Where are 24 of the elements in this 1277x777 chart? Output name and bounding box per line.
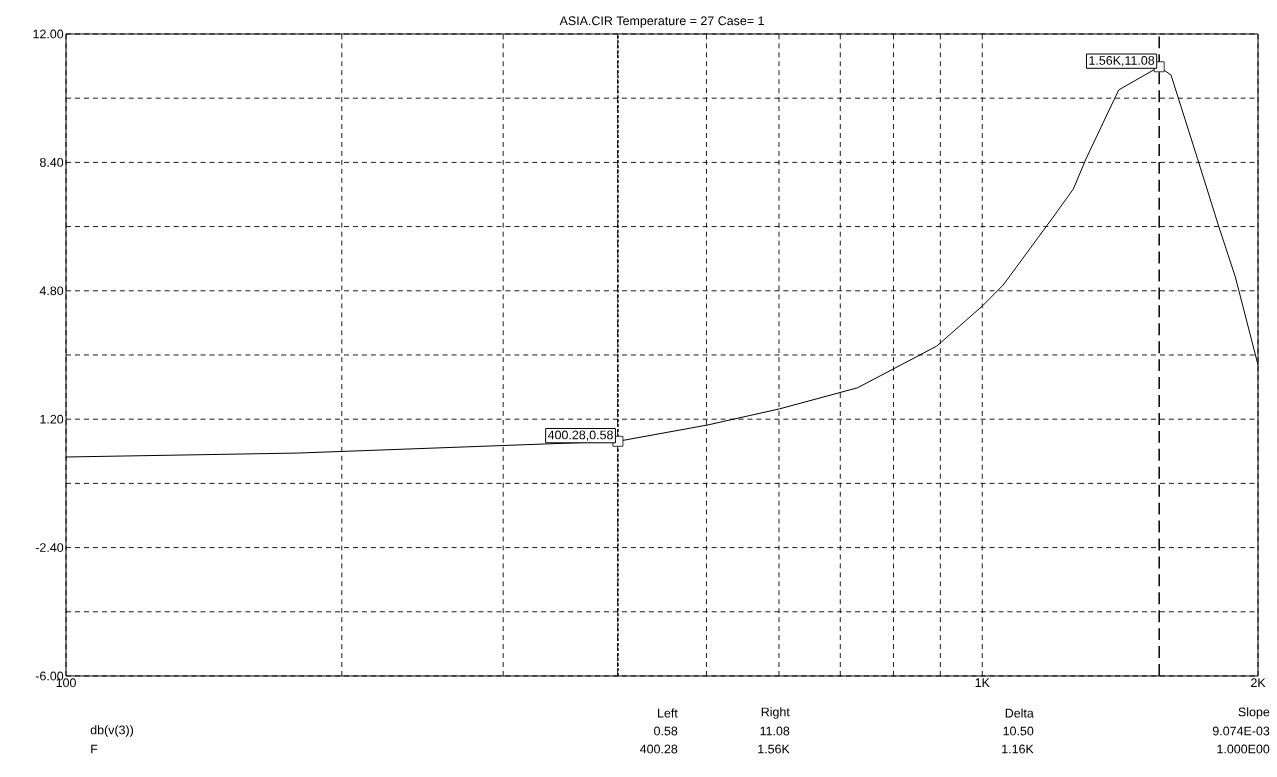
y-tick-label: 4.80 [39, 286, 64, 296]
text: Slope [1238, 707, 1270, 719]
annotation: 400.28,0.58 [547, 430, 613, 441]
text: 9.074E-03 [1212, 726, 1270, 736]
annotation: 1.56K,11.08 [1089, 56, 1155, 67]
text: 400.28 [640, 744, 678, 754]
text: Left [658, 708, 678, 718]
x-tick-label: 2K [1251, 678, 1266, 688]
text: 1.56K [758, 744, 790, 754]
text: Delta [1005, 708, 1034, 718]
text: 11.08 [760, 726, 790, 736]
text: F [91, 744, 98, 754]
text: 0.58 [654, 726, 678, 736]
text: db(v(3)) [90, 725, 134, 737]
text: Right [761, 707, 790, 719]
x-tick-label: 1K [975, 678, 990, 687]
y-tick-label: 8.40 [39, 157, 64, 167]
text: 1.000E00 [1217, 744, 1270, 754]
y-tick-label: 12.00 [33, 29, 64, 39]
text: 1.16K [1002, 744, 1034, 754]
chart-title: ASIA.CIR Temperature = 27 Case= 1 [559, 16, 764, 28]
y-tick-label: -2.40 [35, 543, 64, 552]
text: 10.50 [1003, 726, 1034, 736]
y-tick-label: 1.20 [40, 414, 64, 424]
